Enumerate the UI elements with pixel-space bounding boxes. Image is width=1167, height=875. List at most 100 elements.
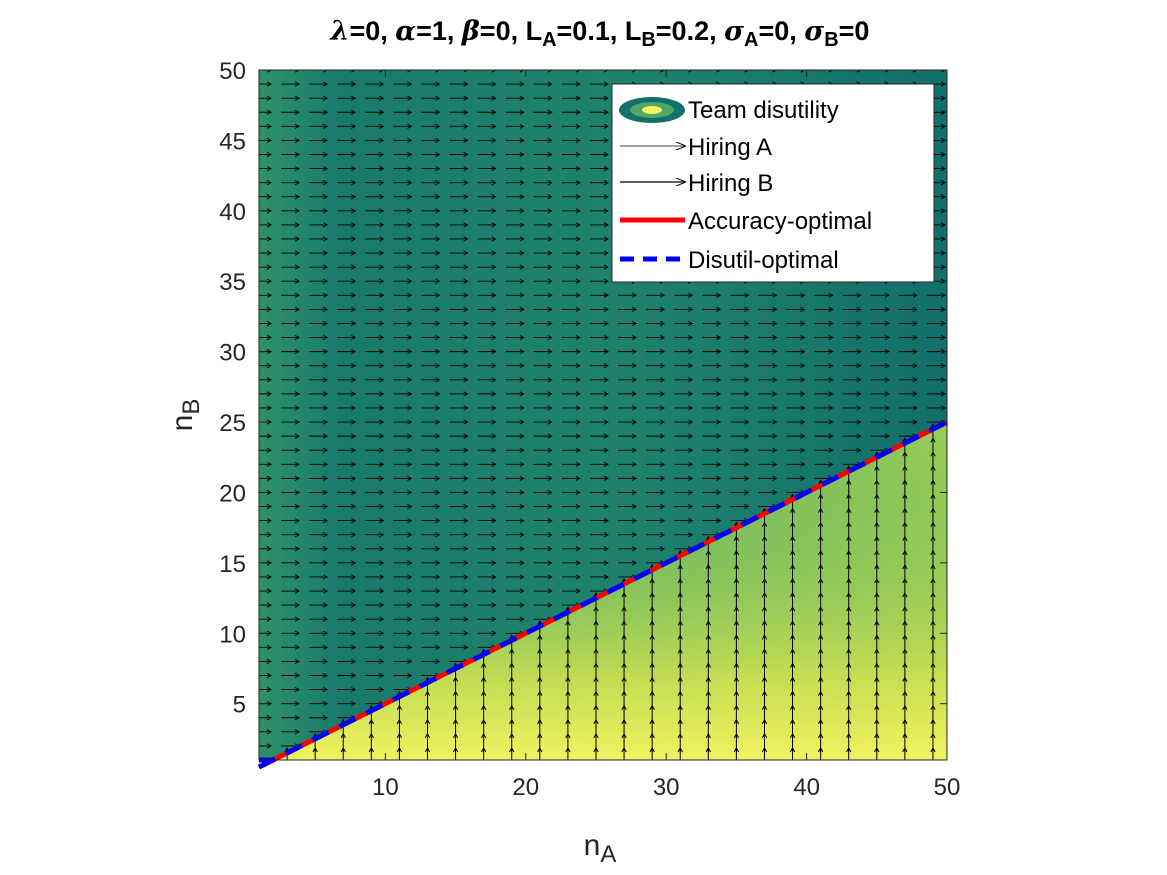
quiver-arrowhead	[379, 616, 385, 622]
quiver-arrowhead	[716, 349, 722, 355]
quiver-arrowhead	[379, 518, 385, 524]
quiver-arrowhead	[519, 588, 525, 594]
quiver-arrowhead	[912, 334, 918, 341]
quiver-arrowhead	[351, 701, 357, 707]
quiver-arrowhead	[688, 433, 694, 439]
quiver-arrowhead	[519, 222, 525, 228]
quiver-arrowhead	[659, 306, 666, 312]
quiver-arrowhead	[519, 236, 525, 242]
quiver-arrowhead	[912, 349, 918, 355]
quiver-arrowhead	[351, 377, 357, 383]
quiver-arrowhead	[379, 532, 385, 538]
quiver-arrowhead	[688, 518, 694, 524]
quiver-arrowhead	[772, 447, 778, 453]
quiver-arrowhead	[519, 208, 525, 214]
quiver-arrowhead	[491, 165, 497, 172]
quiver-arrowhead	[575, 194, 581, 200]
quiver-arrowhead	[716, 306, 722, 312]
quiver-arrowhead	[379, 574, 385, 580]
quiver-arrowhead	[351, 503, 357, 510]
quiver-arrowhead	[266, 320, 272, 327]
quiver-arrowhead	[407, 391, 413, 397]
quiver-arrowhead	[351, 475, 357, 481]
quiver-arrowhead	[351, 658, 357, 665]
quiver-arrowhead	[603, 489, 609, 496]
quiver-arrowhead	[659, 447, 666, 453]
quiver-arrowhead	[491, 574, 497, 580]
quiver-arrowhead	[547, 250, 553, 256]
quiver-arrowhead	[351, 109, 357, 115]
quiver-arrowhead	[266, 70, 272, 73]
quiver-arrowhead	[435, 588, 441, 594]
quiver-arrowhead	[688, 419, 694, 425]
quiver-arrowhead	[266, 236, 272, 242]
quiver-arrowhead	[351, 137, 357, 144]
quiver-arrowhead	[603, 461, 609, 467]
x-tick-label: 50	[934, 774, 961, 801]
quiver-arrowhead	[407, 222, 413, 228]
quiver-arrowhead	[294, 109, 301, 115]
quiver-arrowhead	[631, 377, 637, 383]
quiver-arrowhead	[688, 461, 694, 467]
quiver-arrowhead	[266, 461, 272, 467]
quiver-arrowhead	[716, 518, 722, 524]
quiver-arrowhead	[435, 95, 441, 101]
quiver-arrowhead	[435, 194, 441, 200]
quiver-arrowhead	[435, 123, 441, 129]
quiver-arrowhead	[351, 532, 357, 538]
quiver-arrowhead	[266, 503, 272, 510]
quiver-arrowhead	[547, 109, 553, 115]
y-tick-label: 25	[219, 410, 246, 437]
quiver-arrowhead	[631, 560, 637, 566]
quiver-arrowhead	[379, 81, 385, 87]
quiver-arrowhead	[575, 95, 581, 101]
quiver-arrowhead	[575, 123, 581, 129]
quiver-arrowhead	[659, 349, 666, 355]
quiver-arrowhead	[631, 546, 637, 552]
quiver-arrowhead	[575, 264, 581, 270]
quiver-arrowhead	[491, 123, 497, 129]
quiver-arrowhead	[547, 574, 553, 580]
quiver-arrowhead	[603, 151, 609, 158]
quiver-arrowhead	[407, 278, 413, 284]
quiver-arrowhead	[294, 292, 301, 298]
quiver-arrowhead	[407, 503, 413, 510]
quiver-arrowhead	[828, 363, 834, 369]
quiver-arrowhead	[631, 475, 637, 481]
legend-item-accuracy-optimal: Accuracy-optimal	[620, 208, 872, 235]
quiver-arrowhead	[491, 137, 497, 144]
quiver-arrowhead	[435, 503, 441, 510]
quiver-arrowhead	[379, 264, 385, 270]
quiver-arrowhead	[744, 320, 750, 327]
quiver-arrowhead	[603, 334, 609, 341]
quiver-arrowhead	[322, 222, 329, 228]
quiver-arrowhead	[575, 292, 581, 298]
quiver-arrowhead	[519, 109, 525, 115]
quiver-arrowhead	[322, 658, 329, 665]
quiver-arrowhead	[322, 208, 329, 214]
quiver-arrowhead	[463, 419, 469, 425]
quiver-arrowhead	[407, 518, 413, 524]
quiver-arrowhead	[294, 433, 301, 439]
quiver-arrowhead	[519, 560, 525, 566]
quiver-arrowhead	[322, 560, 329, 566]
quiver-arrowhead	[659, 503, 666, 510]
quiver-arrowhead	[631, 334, 637, 341]
quiver-arrowhead	[351, 95, 357, 101]
quiver-arrowhead	[379, 546, 385, 552]
quiver-arrowhead	[688, 363, 694, 369]
quiver-arrowhead	[856, 377, 862, 383]
quiver-arrowhead	[772, 461, 778, 467]
quiver-arrowhead	[800, 320, 806, 327]
quiver-arrowhead	[603, 222, 609, 228]
legend-label-hiring-a: Hiring A	[688, 134, 772, 161]
quiver-arrowhead	[716, 503, 722, 510]
quiver-arrowhead	[772, 391, 778, 397]
quiver-arrowhead	[828, 447, 834, 453]
quiver-arrowhead	[940, 292, 946, 298]
quiver-arrowhead	[379, 180, 385, 186]
quiver-arrowhead	[294, 630, 301, 636]
quiver-arrowhead	[407, 264, 413, 270]
quiver-arrowhead	[856, 405, 862, 411]
